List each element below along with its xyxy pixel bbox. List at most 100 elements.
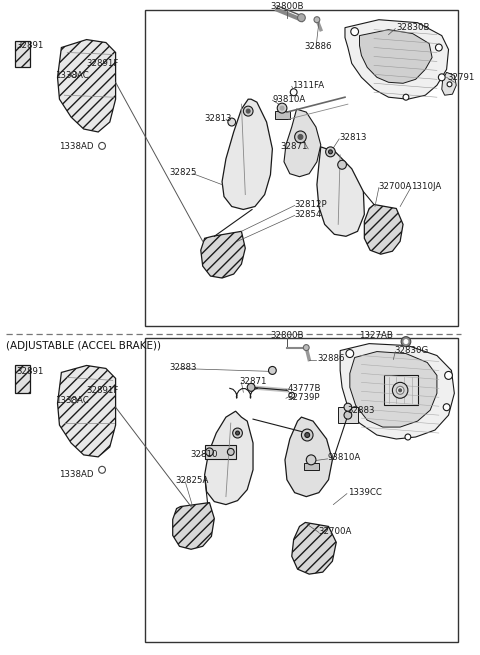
Circle shape [290,89,297,96]
Text: 32891F: 32891F [86,386,119,395]
Text: 32871: 32871 [281,142,308,151]
Circle shape [268,366,276,375]
Circle shape [443,403,450,411]
Text: 93810A: 93810A [327,453,361,462]
Circle shape [399,389,402,392]
Text: 32739P: 32739P [288,393,320,402]
Circle shape [305,432,310,438]
Bar [144,337,458,642]
Text: 32871: 32871 [240,377,267,386]
Text: 1310JA: 1310JA [411,182,441,191]
Circle shape [328,150,332,154]
Polygon shape [317,147,364,236]
Circle shape [71,71,77,77]
Polygon shape [284,109,321,177]
Polygon shape [364,204,403,254]
Circle shape [404,340,408,344]
Text: 1338AC: 1338AC [55,396,88,405]
Polygon shape [58,39,116,132]
Circle shape [301,429,313,441]
Polygon shape [15,41,30,67]
Text: 32891F: 32891F [86,59,119,68]
Circle shape [396,386,404,394]
Circle shape [306,455,316,465]
Circle shape [314,17,320,23]
Circle shape [447,82,452,86]
Circle shape [344,411,352,419]
Circle shape [243,106,253,116]
Circle shape [228,118,236,126]
Text: 32800B: 32800B [270,331,304,340]
Polygon shape [201,231,245,278]
Circle shape [444,371,453,379]
Text: 32891: 32891 [17,367,44,376]
Polygon shape [338,407,358,423]
Circle shape [346,350,354,358]
Polygon shape [350,352,437,427]
Polygon shape [345,20,448,99]
Text: 32854: 32854 [295,210,322,219]
Circle shape [351,28,359,35]
Polygon shape [15,365,30,393]
Text: 32700A: 32700A [379,182,412,191]
Text: 32825A: 32825A [176,476,209,485]
Circle shape [325,147,336,157]
Circle shape [295,131,306,143]
Text: 1338AC: 1338AC [55,71,88,80]
Circle shape [344,403,352,411]
Circle shape [71,398,77,403]
Text: 32883: 32883 [170,363,197,372]
Polygon shape [292,523,336,574]
Text: 43777B: 43777B [288,384,322,393]
Text: 1339CC: 1339CC [348,488,382,497]
Circle shape [99,142,106,149]
Circle shape [403,94,409,100]
Text: 93810A: 93810A [272,95,306,103]
Text: 1327AB: 1327AB [360,331,394,340]
Circle shape [277,103,287,113]
Polygon shape [304,463,319,470]
Bar [144,10,458,326]
Circle shape [246,109,250,113]
Text: 32886: 32886 [304,42,332,51]
Circle shape [338,160,347,169]
Text: 32810: 32810 [190,451,217,459]
Polygon shape [58,365,116,457]
Text: 1338AD: 1338AD [60,142,94,151]
Circle shape [435,44,442,51]
Text: 32791: 32791 [447,73,475,82]
Polygon shape [204,445,236,459]
Circle shape [393,383,408,398]
Circle shape [233,428,242,438]
Polygon shape [442,72,456,95]
Polygon shape [222,99,272,210]
Text: 32813: 32813 [204,113,232,122]
Text: (ADJUSTABLE (ACCEL BRAKE)): (ADJUSTABLE (ACCEL BRAKE)) [6,341,161,350]
Polygon shape [173,502,214,550]
Circle shape [247,383,255,391]
Circle shape [298,14,305,22]
Circle shape [298,134,303,140]
Polygon shape [384,375,418,405]
Polygon shape [340,344,455,439]
Text: 32883: 32883 [348,405,375,415]
Circle shape [289,392,295,398]
Text: 32700A: 32700A [319,527,352,536]
Circle shape [438,74,445,81]
Text: 32891: 32891 [17,41,44,50]
Polygon shape [204,411,253,504]
Circle shape [401,337,411,346]
Circle shape [303,345,309,350]
Circle shape [405,434,411,440]
Text: 1338AD: 1338AD [60,470,94,479]
Polygon shape [360,29,432,83]
Text: 1311FA: 1311FA [292,81,324,90]
Text: 32886: 32886 [317,354,345,363]
Circle shape [236,431,240,435]
Text: 32813: 32813 [339,134,367,142]
Polygon shape [285,417,332,496]
Circle shape [228,449,234,455]
Text: 32830G: 32830G [395,346,429,355]
Text: 32812P: 32812P [295,200,327,209]
Circle shape [205,448,213,456]
